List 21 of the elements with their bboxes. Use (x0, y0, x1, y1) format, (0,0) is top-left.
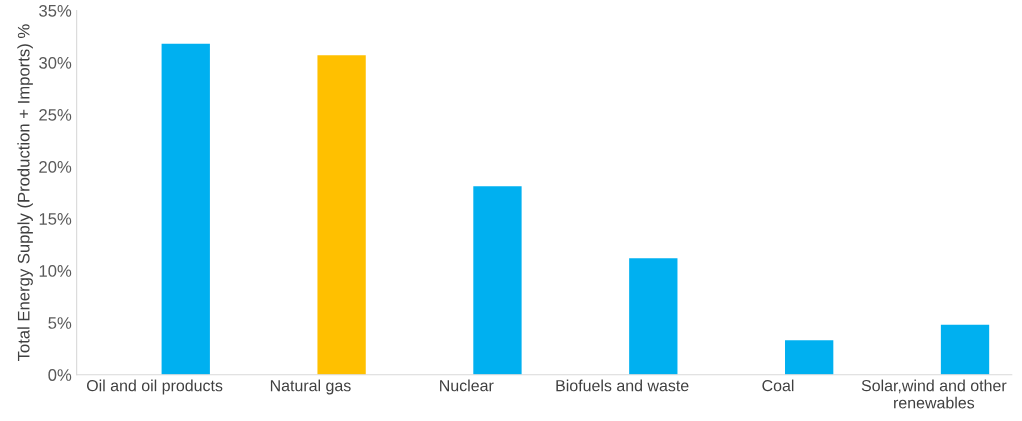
y-tick-label: 10% (39, 265, 72, 277)
x-tick-label: Natural gas (270, 379, 351, 395)
x-tick-label: Coal (762, 379, 794, 392)
bar (473, 186, 522, 375)
y-tick-label: 30% (39, 56, 72, 69)
y-axis-title: Total Energy Supply (Production + Imports) % (17, 24, 33, 362)
x-tick-label: Nuclear (440, 379, 494, 392)
y-tick-label: 35% (39, 4, 72, 17)
y-tick-label: 20% (39, 161, 72, 173)
bar (317, 55, 366, 375)
y-tick-label: 0% (48, 369, 72, 381)
bar (785, 340, 834, 375)
x-tick-label: Biofuels and waste (556, 379, 689, 392)
x-tick-label: Solar,wind and other renewables (861, 379, 1007, 409)
x-tick-label: Oil and oil products (86, 379, 223, 395)
bar (629, 258, 678, 375)
y-tick-label: 15% (39, 213, 72, 225)
bar (940, 324, 990, 375)
y-tick-label: 5% (48, 317, 72, 329)
bar (161, 43, 210, 375)
y-tick-label: 25% (39, 108, 72, 121)
